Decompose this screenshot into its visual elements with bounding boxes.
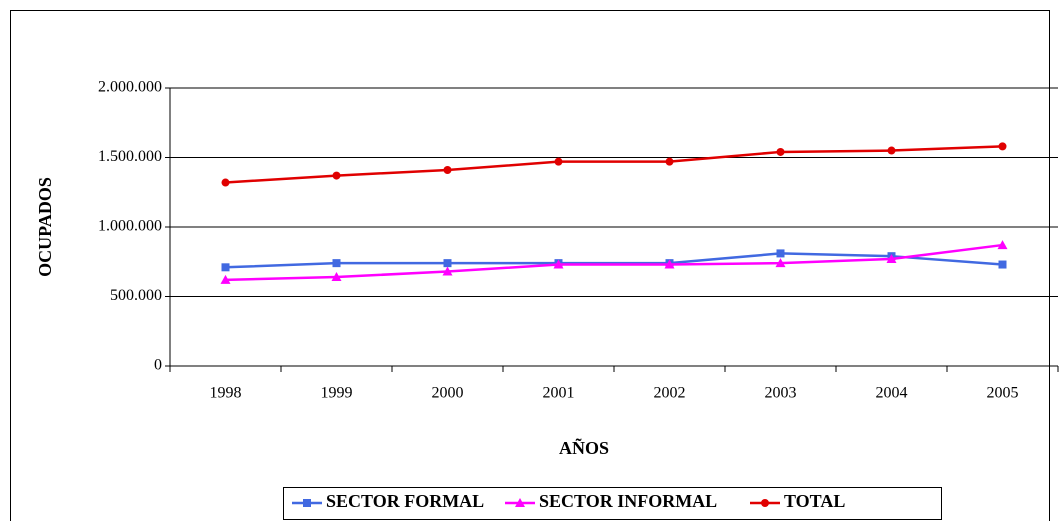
x-tick-label: 2003 — [765, 385, 797, 402]
x-tick-label: 1998 — [210, 385, 242, 402]
marker — [998, 260, 1007, 269]
marker — [443, 166, 452, 175]
marker — [553, 259, 564, 269]
x-tick-label: 2002 — [654, 385, 686, 402]
y-tick-label: 1.000.000 — [98, 218, 162, 235]
marker — [331, 272, 342, 282]
marker — [554, 157, 563, 166]
legend-label: TOTAL — [784, 491, 845, 511]
series-line — [225, 243, 1003, 282]
y-tick-label: 0 — [154, 357, 162, 374]
marker — [998, 142, 1007, 151]
marker — [761, 499, 769, 507]
chart-frame — [10, 10, 1050, 521]
marker — [776, 249, 785, 258]
marker — [221, 178, 230, 187]
x-axis-label: AÑOS — [559, 437, 609, 458]
legend — [283, 487, 942, 520]
y-tick-label: 1.500.000 — [98, 148, 162, 165]
marker — [664, 259, 675, 269]
legend-label: SECTOR FORMAL — [326, 491, 484, 511]
marker — [886, 253, 897, 263]
marker — [332, 171, 341, 180]
series-line — [225, 145, 1003, 184]
x-tick-label: 2005 — [987, 385, 1019, 402]
marker — [997, 240, 1008, 250]
series-line — [225, 252, 1003, 269]
y-axis-label: OCUPADOS — [35, 177, 55, 277]
marker — [442, 266, 453, 276]
marker — [303, 499, 311, 507]
x-tick-label: 2004 — [876, 385, 908, 402]
marker — [515, 498, 525, 507]
marker — [220, 274, 231, 284]
y-tick-label: 500.000 — [110, 287, 162, 304]
marker — [887, 146, 896, 155]
marker — [221, 263, 230, 272]
legend-label: SECTOR INFORMAL — [539, 491, 717, 511]
marker — [332, 259, 341, 268]
marker — [775, 258, 786, 268]
x-tick-label: 2001 — [543, 385, 575, 402]
x-tick-label: 1999 — [321, 385, 353, 402]
marker — [443, 259, 452, 268]
marker — [776, 147, 785, 156]
x-tick-label: 2000 — [432, 385, 464, 402]
marker — [665, 157, 674, 166]
y-tick-label: 2.000.000 — [98, 79, 162, 96]
